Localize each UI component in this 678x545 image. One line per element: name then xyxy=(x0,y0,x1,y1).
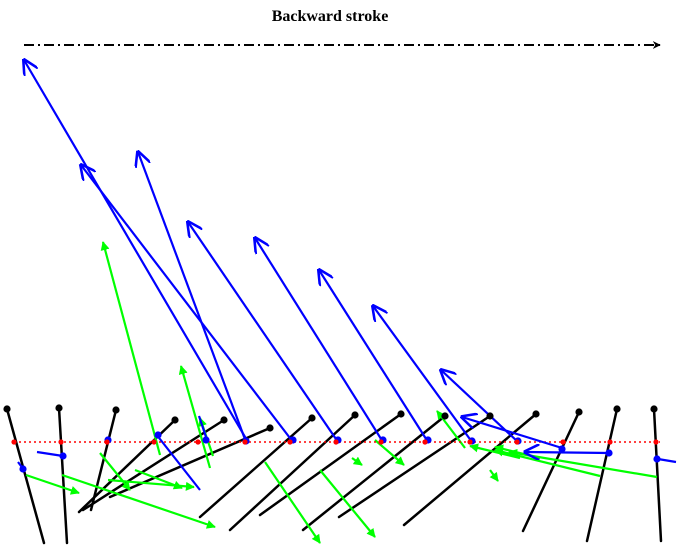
reference-dot-6 xyxy=(242,439,248,445)
green-vector-10 xyxy=(319,469,376,538)
cilium-shaft-8 xyxy=(228,413,357,532)
cilium-shaft-14 xyxy=(585,407,619,543)
cilium-shaft-10 xyxy=(301,414,447,532)
cilium-tip-dot-7 xyxy=(308,414,316,422)
blue-vector-3 xyxy=(138,152,248,443)
blue-vector-1 xyxy=(24,60,249,443)
markers-group xyxy=(3,404,661,473)
blue-vector-13 xyxy=(36,450,64,458)
green-vector-11 xyxy=(351,456,363,466)
cilium-tip-dot-12 xyxy=(532,410,540,418)
reference-dot-7 xyxy=(287,439,293,445)
reference-dot-3 xyxy=(104,439,110,445)
cilium-shaft-7 xyxy=(198,416,314,519)
reference-dot-9 xyxy=(378,439,384,445)
blue-vector-5 xyxy=(255,238,384,443)
green-vector-1 xyxy=(100,241,162,456)
green-vectors-group xyxy=(25,241,658,544)
green-vector-17 xyxy=(494,447,601,478)
cilium-shaft-11 xyxy=(337,414,492,519)
green-vector-5 xyxy=(25,473,80,495)
blue-vector-4 xyxy=(188,222,339,443)
reference-dot-10 xyxy=(422,439,428,445)
reference-dot-14 xyxy=(607,439,613,445)
cilium-tip-dot-15 xyxy=(650,405,658,413)
green-vector-18 xyxy=(508,448,658,479)
cilium-tip-dot-1 xyxy=(3,405,11,413)
blue-base-dot-13 xyxy=(558,445,566,453)
reference-dot-1 xyxy=(11,439,17,445)
cilium-tip-dot-11 xyxy=(486,412,494,420)
blue-base-dot-5 xyxy=(202,436,210,444)
blue-vector-11 xyxy=(155,433,201,491)
cilium-shaft-1 xyxy=(5,407,46,545)
green-vector-9 xyxy=(264,461,321,544)
blue-vector-2 xyxy=(81,165,294,443)
green-vector-8 xyxy=(134,468,183,490)
cilium-tip-dot-13 xyxy=(575,408,583,416)
reference-dot-4 xyxy=(151,439,157,445)
cilium-shaft-9 xyxy=(258,412,403,517)
cilium-tip-dot-6 xyxy=(266,424,274,432)
cilium-shaft-13 xyxy=(521,410,581,533)
reference-dot-12 xyxy=(514,439,520,445)
reference-dot-15 xyxy=(653,439,659,445)
cilium-tip-dot-8 xyxy=(351,411,359,419)
blue-vector-12 xyxy=(197,415,209,441)
cilium-shaft-3 xyxy=(89,408,118,512)
blue-base-dot-15 xyxy=(653,455,661,463)
reference-dot-2 xyxy=(58,439,64,445)
green-vector-14 xyxy=(489,469,499,482)
green-vector-4 xyxy=(99,452,131,491)
blue-base-dot-4 xyxy=(154,431,162,439)
reference-dot-5 xyxy=(195,439,201,445)
cilium-tip-dot-3 xyxy=(112,406,120,414)
blue-vector-9 xyxy=(462,417,563,450)
cilia-group xyxy=(5,406,663,545)
reference-dot-8 xyxy=(333,439,339,445)
cilium-tip-dot-9 xyxy=(397,410,405,418)
green-vector-2 xyxy=(178,365,212,469)
blue-base-dot-1 xyxy=(19,465,27,473)
cilium-tip-dot-4 xyxy=(171,416,179,424)
reference-dot-13 xyxy=(560,439,566,445)
blue-vector-6 xyxy=(319,270,429,443)
cilium-tip-dot-5 xyxy=(220,416,228,424)
cilium-shaft-15 xyxy=(652,407,663,543)
blue-vector-7 xyxy=(373,306,473,443)
blue-vectors-group xyxy=(17,60,677,491)
cilium-tip-dot-14 xyxy=(613,405,621,413)
green-vector-6 xyxy=(61,473,216,529)
blue-vector-15 xyxy=(657,457,677,464)
cilium-tip-dot-10 xyxy=(441,412,449,420)
reference-dot-11 xyxy=(467,439,473,445)
cilium-tip-dot-2 xyxy=(55,404,63,412)
blue-base-dot-14 xyxy=(605,449,613,457)
blue-base-dot-2 xyxy=(59,452,67,460)
diagram-title: Backward stroke xyxy=(272,8,389,25)
blue-vector-10 xyxy=(525,452,610,453)
